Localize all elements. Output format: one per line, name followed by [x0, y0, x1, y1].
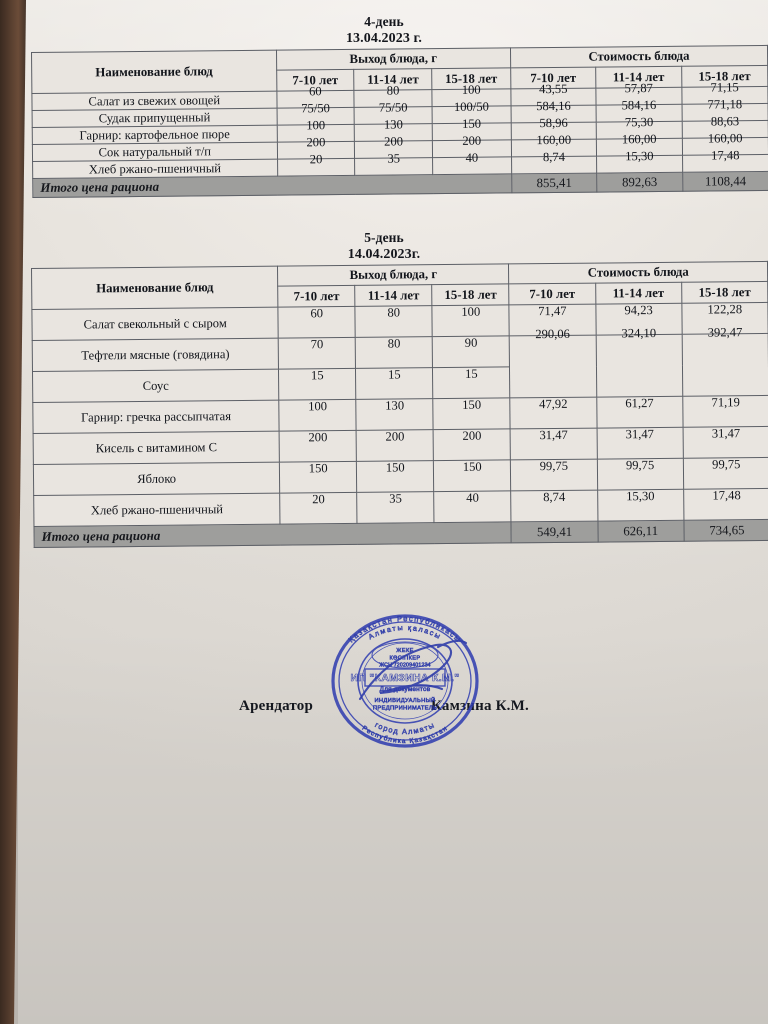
cell-cost-age-0: 290,06 — [509, 327, 597, 398]
col-group-cost: Стоимость блюда — [508, 261, 768, 284]
cell-dish-name: Кисель с витамином С — [33, 431, 280, 465]
col-group-yield: Выход блюда, г — [277, 263, 510, 287]
cell-yield-age-1: 80 — [355, 305, 433, 338]
table-body-day-4: Салат из свежих овощей 60 80 100 43,55 57,87 7… — [31, 80, 768, 179]
cell-dish-name: Салат свекольный с сыром — [31, 307, 279, 341]
cell-yield-age-0: 150 — [279, 461, 357, 494]
cell-yield-age-2: 40 — [433, 490, 512, 523]
cell-yield-age-2: 90 — [432, 335, 510, 368]
total-value-age-1: 626,11 — [597, 520, 684, 543]
cell-yield-age-2: 200 — [433, 428, 511, 461]
day-label-2: 5-день — [364, 230, 404, 245]
cell-yield-age-0: 70 — [278, 337, 356, 370]
cell-yield-age-2: 150 — [433, 397, 511, 430]
cell-yield-age-0: 20 — [279, 492, 358, 525]
cell-dish-name: Гарнир: гречка рассыпчатая — [32, 400, 280, 434]
col-cost-age-0: 7-10 лет — [509, 283, 596, 305]
cell-yield-age-0: 100 — [279, 399, 357, 432]
total-label: Итого цена рациона — [32, 173, 512, 198]
col-group-cost: Стоимость блюда — [510, 45, 768, 68]
cell-cost-age-0: 8,74 — [511, 149, 597, 174]
cell-yield-age-1: 80 — [355, 336, 433, 369]
cell-yield-age-0: 15 — [278, 368, 357, 401]
menu-table-day-5: Наименование блюд Выход блюда, г Стоимос… — [31, 260, 768, 548]
col-yield-age-1: 11-14 лет — [354, 284, 433, 307]
day-date-1: 13.04.2023 г. — [345, 31, 423, 47]
signature-line: Арендатор Камзина К.М. — [0, 698, 768, 715]
cell-dish-name: Яблоко — [33, 462, 280, 496]
col-cost-age-2: 15-18 лет — [681, 281, 768, 304]
col-dish-name: Наименование блюд — [31, 266, 279, 310]
cell-cost-age-2: 392,47 — [681, 325, 768, 397]
cell-yield-age-1: 35 — [354, 151, 433, 176]
total-label: Итого цена рациона — [33, 521, 512, 548]
signature-name: Камзина К.М. — [431, 698, 529, 714]
cell-cost-age-2: 71,19 — [682, 395, 768, 428]
cell-yield-age-2: 150 — [433, 459, 512, 492]
total-value-age-2: 734,65 — [683, 519, 768, 542]
cell-dish-name: Хлеб ржано-пшеничный — [33, 493, 281, 527]
cell-cost-age-0: 31,47 — [510, 427, 597, 460]
table-row: Тефтели мясные (говядина) 70 80 90 290,06 324… — [32, 325, 768, 398]
col-cost-age-1: 11-14 лет — [595, 282, 682, 305]
cell-cost-age-0: 47,92 — [510, 396, 597, 429]
cell-yield-age-1: 200 — [356, 429, 434, 462]
signature-role: Арендатор — [239, 698, 314, 714]
cell-cost-age-1: 15,30 — [596, 149, 683, 174]
cell-cost-age-1: 99,75 — [596, 458, 684, 491]
cell-yield-age-1: 150 — [356, 460, 434, 493]
total-value-age-0: 549,41 — [511, 521, 598, 543]
cell-cost-age-0: 8,74 — [511, 489, 598, 522]
cell-yield-age-1: 130 — [356, 398, 434, 431]
day-date-2: 14.04.2023г. — [347, 247, 421, 263]
cell-cost-age-2: 31,47 — [682, 426, 768, 459]
total-value-age-2: 1108,44 — [682, 171, 768, 192]
menu-table-1-wrapper: Наименование блюд Выход блюда, г Стоимос… — [31, 44, 768, 198]
cell-yield-age-2: 15 — [432, 366, 511, 399]
cell-cost-age-2: 17,48 — [683, 488, 768, 521]
menu-table-day-4: Наименование блюд Выход блюда, г Стоимос… — [31, 44, 768, 198]
cell-yield-age-1: 15 — [355, 367, 434, 400]
menu-table-2-wrapper: Наименование блюд Выход блюда, г Стоимос… — [31, 260, 768, 548]
cell-yield-age-2: 100 — [432, 304, 510, 337]
col-yield-age-2: 15-18 лет — [431, 283, 510, 306]
cell-yield-age-0: 200 — [279, 430, 357, 463]
table-body-day-5: Салат свекольный с сыром 60 80 100 71,47 94,2… — [31, 302, 768, 527]
col-group-yield: Выход блюда, г — [276, 47, 511, 71]
cell-yield-age-1: 35 — [356, 491, 435, 524]
cell-cost-age-1: 324,10 — [595, 326, 683, 398]
col-dish-name: Наименование блюд — [31, 50, 277, 94]
total-value-age-0: 855,41 — [511, 173, 598, 193]
cell-yield-age-0: 20 — [277, 152, 356, 177]
cell-yield-age-0: 60 — [278, 306, 356, 339]
day-heading-2: 5-день 14.04.2023г. — [0, 230, 768, 264]
cell-cost-age-2: 99,75 — [683, 457, 768, 490]
cell-yield-age-2: 40 — [432, 150, 512, 175]
cell-cost-age-0: 99,75 — [510, 458, 598, 491]
cell-dish-name: Соус — [32, 369, 280, 403]
cell-dish-name: Тефтели мясные (говядина) — [32, 338, 279, 372]
day-label-1: 4-день — [364, 14, 404, 29]
cell-cost-age-2: 17,48 — [682, 148, 768, 173]
cell-cost-age-1: 61,27 — [596, 396, 683, 429]
cell-cost-age-1: 31,47 — [596, 427, 684, 460]
cell-cost-age-1: 15,30 — [597, 489, 684, 522]
day-heading-1: 4-день 13.04.2023 г. — [0, 14, 768, 48]
total-value-age-1: 892,63 — [596, 172, 683, 193]
col-yield-age-0: 7-10 лет — [277, 285, 356, 308]
